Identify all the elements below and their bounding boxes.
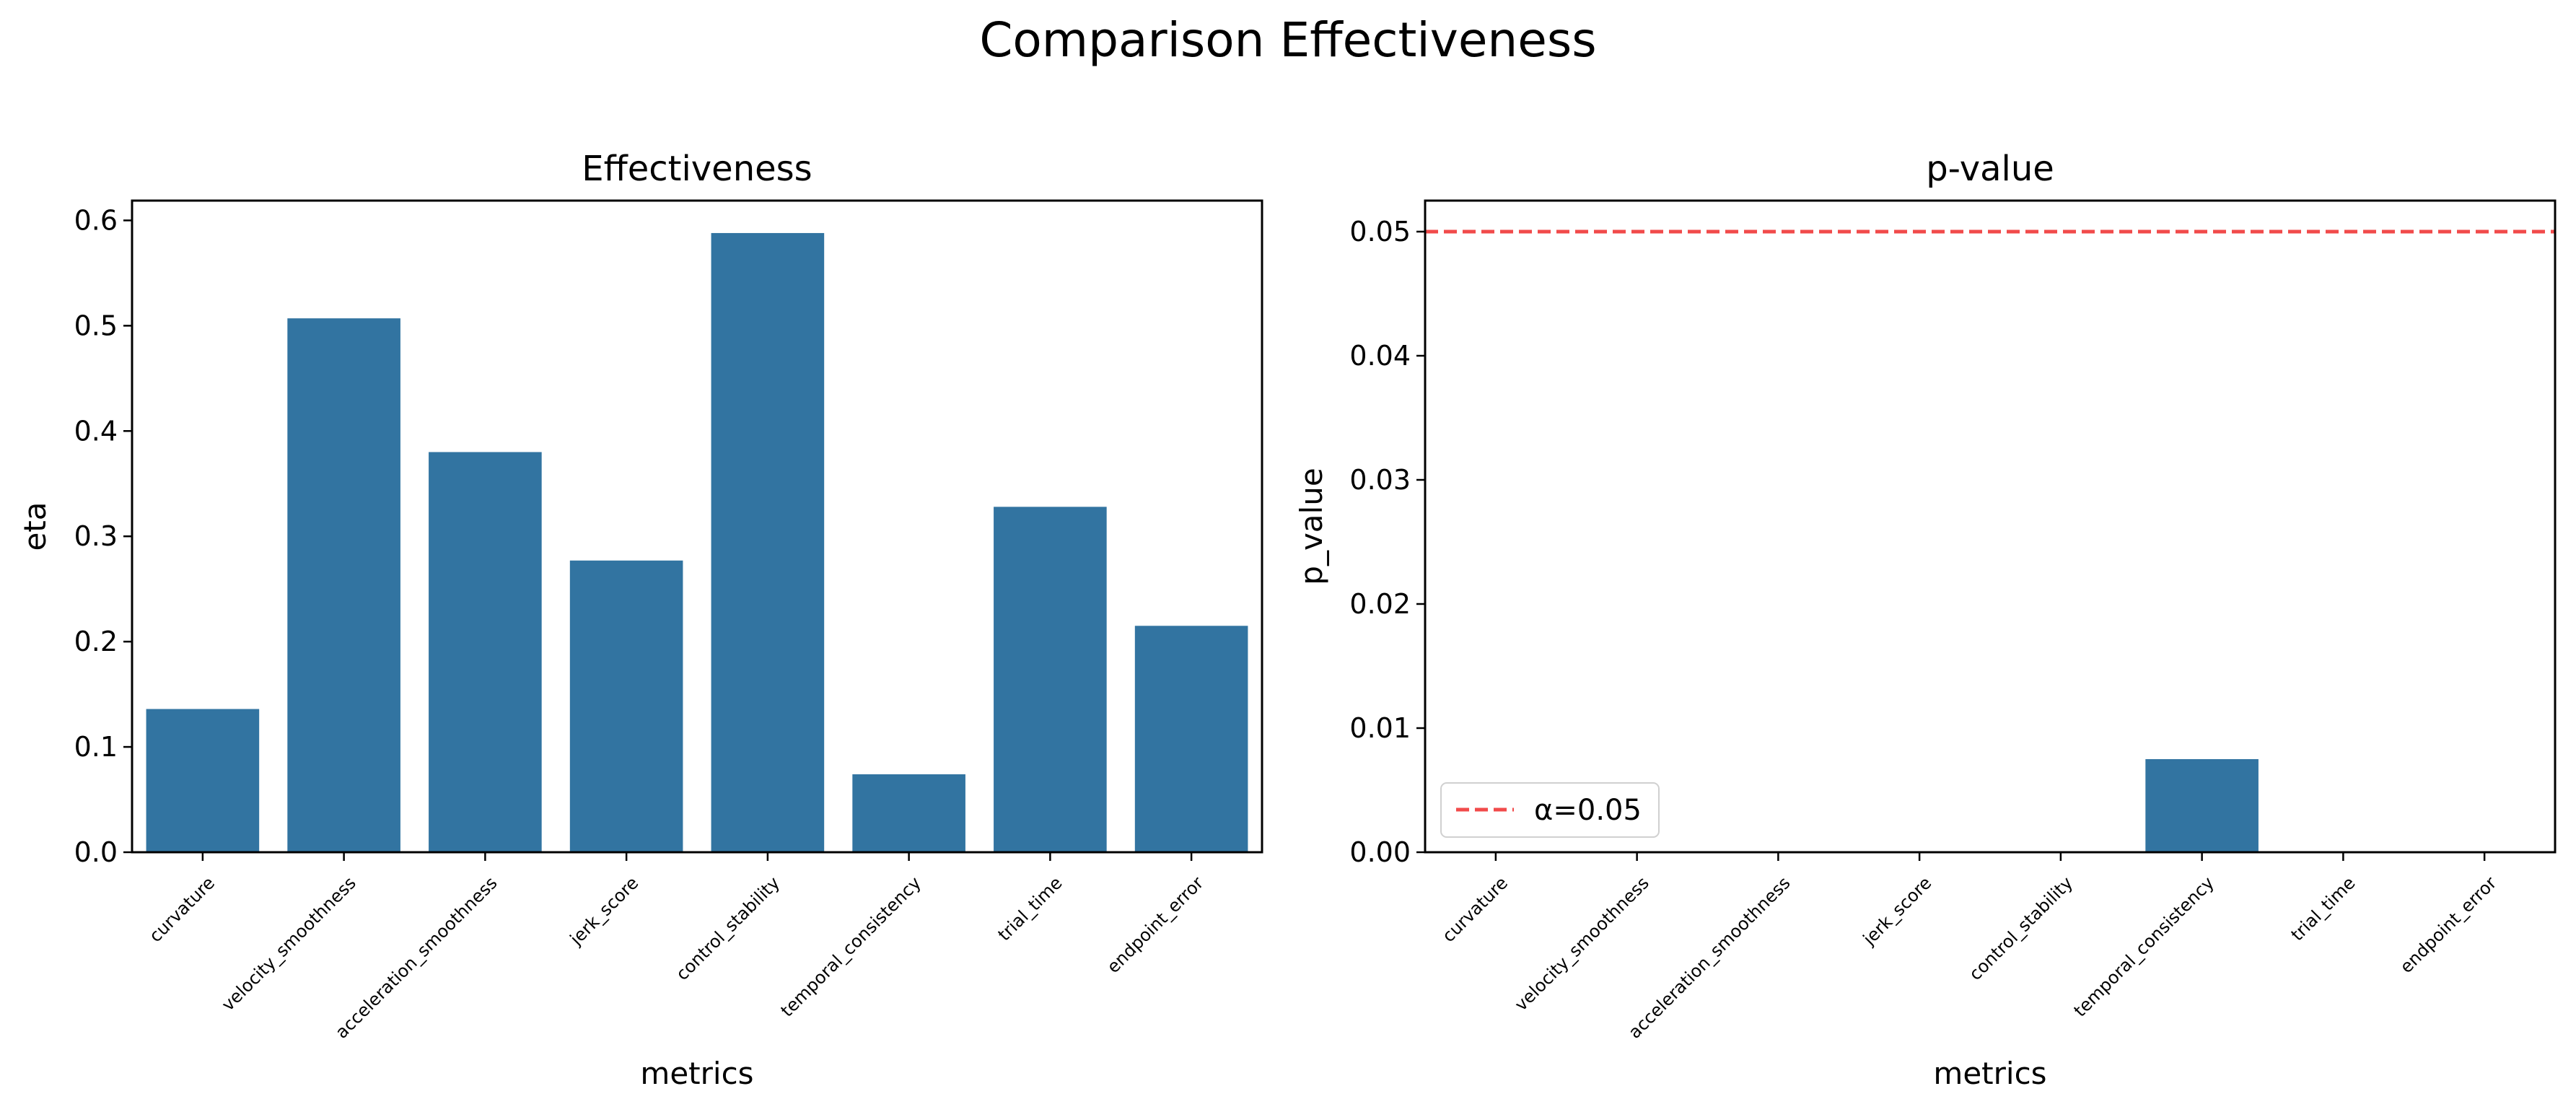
figure-title: Comparison Effectiveness — [979, 12, 1596, 68]
panel-0-axes-frame — [131, 199, 1263, 854]
panel-0-bar-acceleration_smoothness — [429, 452, 542, 852]
panel-0-ytick-label: 0.3 — [74, 520, 118, 552]
panel-0-bar-endpoint_error — [1134, 626, 1248, 852]
panel-0-title: Effectiveness — [582, 149, 812, 189]
legend: α=0.05 — [1440, 782, 1660, 838]
panel-1-ytick-label: 0.01 — [1349, 712, 1411, 744]
panel-1-bar-temporal_consistency — [2145, 759, 2259, 852]
panel-0-x-axis-label: metrics — [640, 1056, 753, 1091]
panel-1-ytick-label: 0.02 — [1349, 588, 1411, 620]
panel-0-ytick-label: 0.1 — [74, 731, 118, 763]
panel-0-ytick-label: 0.4 — [74, 415, 118, 447]
panel-0-ytick-label: 0.2 — [74, 626, 118, 657]
panel-0-bar-trial_time — [994, 507, 1107, 852]
panel-1-ytick-label: 0.04 — [1349, 340, 1411, 372]
legend-label: α=0.05 — [1534, 794, 1642, 827]
panel-1-y-axis-label: p_value — [1294, 468, 1329, 585]
legend-box — [1440, 782, 1660, 838]
panel-0-ytick-label: 0.6 — [74, 204, 118, 236]
panel-0-bar-temporal_consistency — [852, 774, 965, 852]
panel-0-bar-velocity_smoothness — [287, 318, 400, 852]
panel-1-ytick-label: 0.03 — [1349, 464, 1411, 496]
panel-0-y-axis-label: eta — [17, 502, 53, 551]
panel-1-axes-frame — [1424, 199, 2557, 854]
panel-0-ytick-label: 0.0 — [74, 836, 118, 868]
panel-1-title: p-value — [1926, 149, 2054, 189]
panel-0-ytick-label: 0.5 — [74, 310, 118, 341]
panel-1-x-axis-label: metrics — [1933, 1056, 2046, 1091]
panel-0-bar-curvature — [146, 709, 260, 852]
panel-1-ytick-label: 0.00 — [1349, 836, 1411, 868]
panel-0-bar-control_stability — [711, 232, 825, 853]
panel-0-bar-jerk_score — [569, 560, 683, 852]
panel-1-ytick-label: 0.05 — [1349, 216, 1411, 248]
